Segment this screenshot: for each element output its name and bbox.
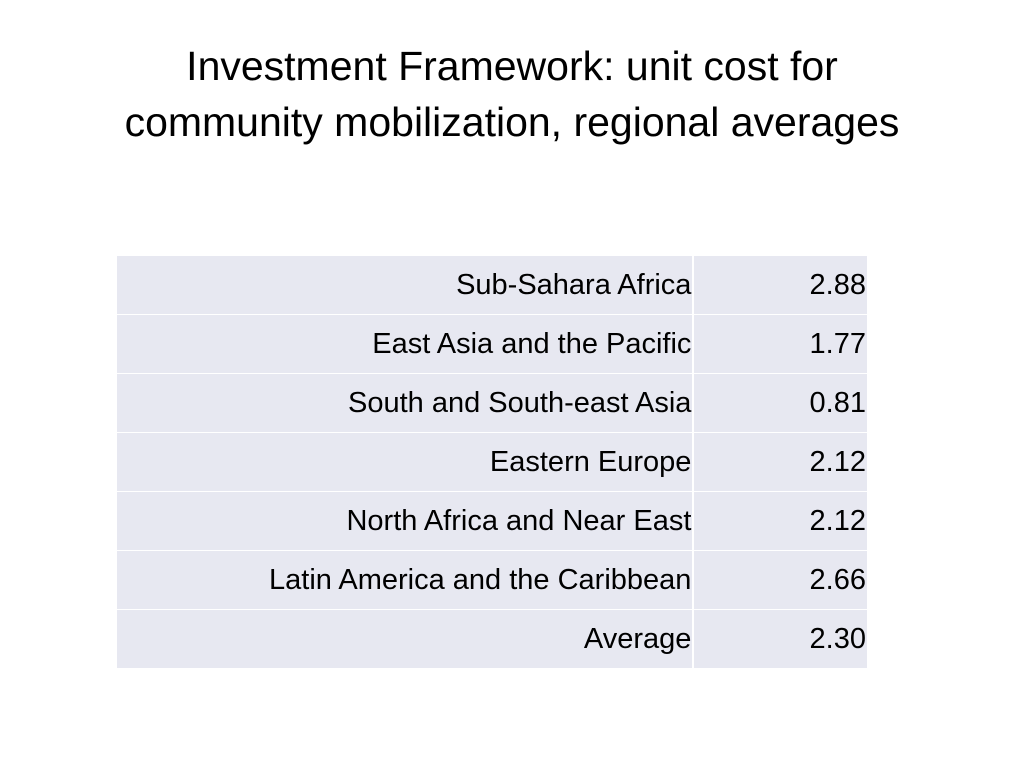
- value-cell: 2.30: [692, 609, 867, 669]
- region-cell: East Asia and the Pacific: [117, 314, 694, 374]
- slide-title-line-1: Investment Framework: unit cost for: [186, 43, 838, 89]
- value-cell: 1.77: [692, 314, 867, 374]
- unit-cost-table: Sub-Sahara Africa 2.88 East Asia and the…: [117, 256, 867, 669]
- value-cell: 2.12: [692, 491, 867, 551]
- region-cell: Latin America and the Caribbean: [117, 550, 694, 610]
- table-row: South and South-east Asia 0.81: [117, 373, 867, 433]
- table-row: Eastern Europe 2.12: [117, 432, 867, 492]
- value-cell: 2.88: [692, 256, 867, 315]
- value-cell: 2.66: [692, 550, 867, 610]
- table-row: Sub-Sahara Africa 2.88: [117, 256, 867, 315]
- region-cell: South and South-east Asia: [117, 373, 694, 433]
- region-cell: Eastern Europe: [117, 432, 694, 492]
- slide-title-line-2: community mobilization, regional average…: [124, 99, 900, 145]
- table-row: East Asia and the Pacific 1.77: [117, 314, 867, 374]
- region-cell: North Africa and Near East: [117, 491, 694, 551]
- region-cell: Sub-Sahara Africa: [117, 256, 694, 315]
- table-row-average: Average 2.30: [117, 609, 867, 669]
- slide-title: Investment Framework: unit cost for comm…: [40, 38, 984, 150]
- value-cell: 0.81: [692, 373, 867, 433]
- table-row: Latin America and the Caribbean 2.66: [117, 550, 867, 610]
- region-cell: Average: [117, 609, 694, 669]
- value-cell: 2.12: [692, 432, 867, 492]
- table-row: North Africa and Near East 2.12: [117, 491, 867, 551]
